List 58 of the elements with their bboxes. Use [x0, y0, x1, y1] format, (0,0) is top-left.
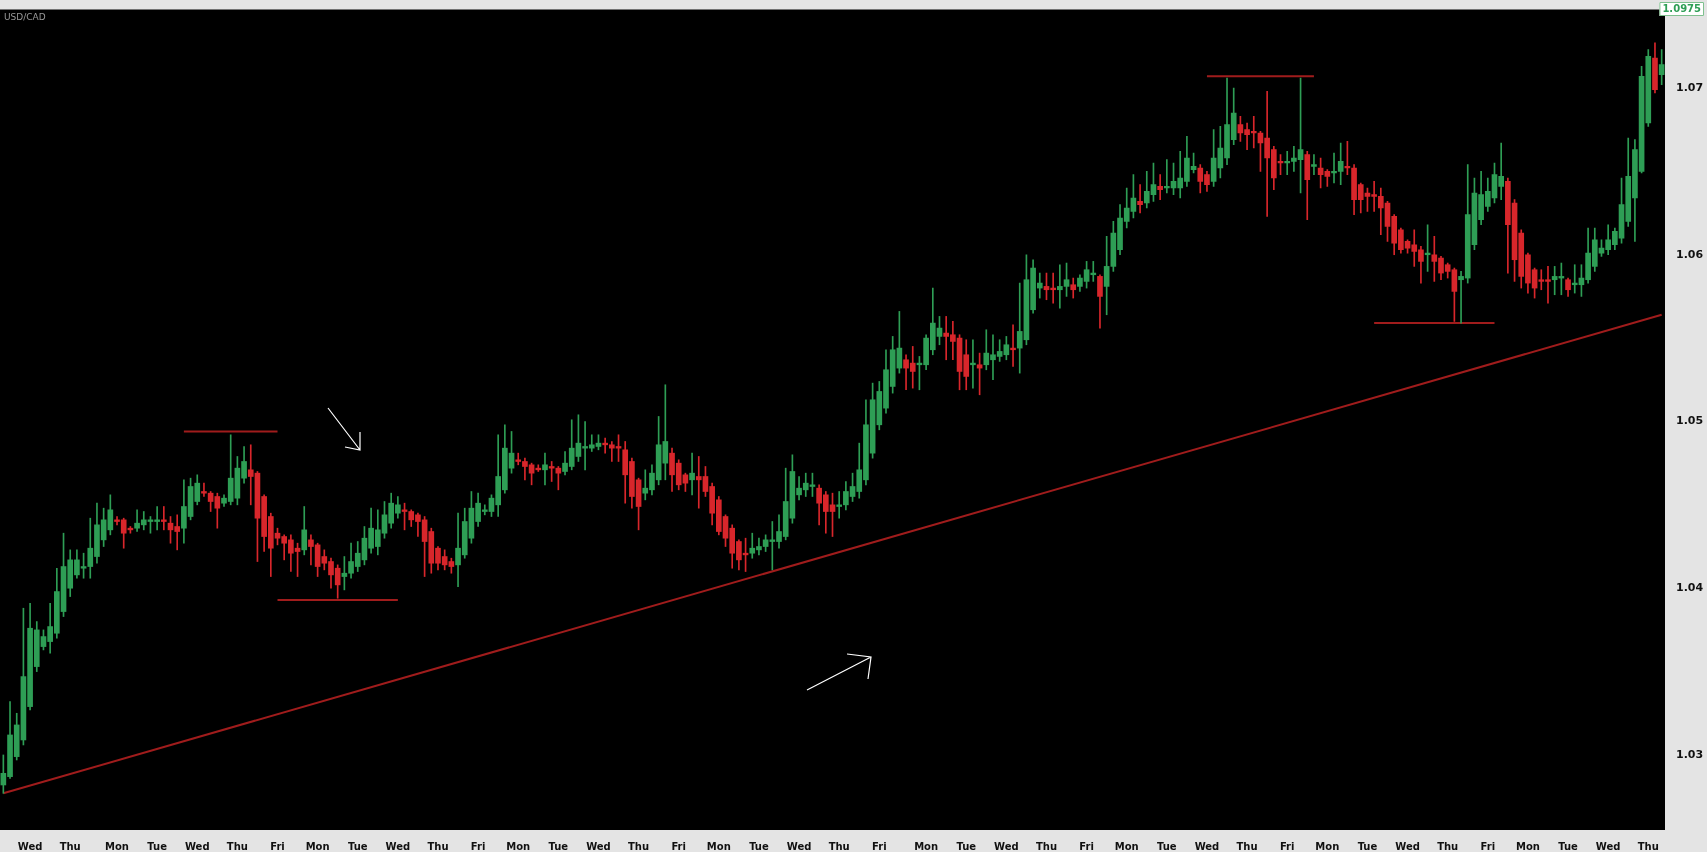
- x-tick-label: Fri: [1480, 840, 1496, 852]
- candlestick: [1311, 154, 1317, 176]
- x-tick-label: Thu: [226, 840, 248, 852]
- x-tick-label: Fri: [470, 840, 486, 852]
- y-tick-label: 1.06: [1676, 247, 1704, 261]
- x-tick-label: Fri: [1279, 840, 1295, 852]
- x-tick-label: Tue: [749, 840, 769, 852]
- x-tick-label: Wed: [17, 840, 43, 852]
- x-tick-label: Fri: [270, 840, 285, 852]
- x-tick-label: Wed: [1194, 840, 1220, 852]
- chart-title: USD/CAD: [4, 12, 46, 23]
- x-tick-label: Thu: [1236, 840, 1258, 852]
- candlestick: [201, 482, 207, 497]
- candlestick: [1010, 324, 1016, 367]
- x-tick-label: Mon: [1515, 840, 1540, 852]
- x-tick-label: Wed: [994, 840, 1019, 852]
- y-tick-label: 1.05: [1676, 414, 1704, 428]
- candlestick: [836, 491, 843, 519]
- x-tick-label: Wed: [385, 840, 411, 852]
- y-tick-label: 1.04: [1676, 581, 1704, 595]
- candlestick: [542, 452, 548, 486]
- x-tick-label: Wed: [184, 840, 210, 852]
- x-tick-label: Thu: [427, 840, 449, 852]
- x-tick-label: Tue: [147, 840, 168, 852]
- x-tick-label: Thu: [1437, 840, 1459, 852]
- x-tick-label: Tue: [347, 840, 368, 852]
- x-tick-label: Tue: [1157, 840, 1177, 852]
- x-tick-label: Mon: [1114, 840, 1139, 852]
- x-tick-label: Wed: [786, 840, 812, 852]
- x-tick-label: Thu: [828, 840, 850, 852]
- x-tick-label: Tue: [956, 840, 977, 852]
- x-tick-label: Fri: [872, 840, 887, 852]
- x-tick-label: Wed: [1395, 840, 1420, 852]
- x-tick-label: Wed: [1595, 840, 1621, 852]
- x-tick-label: Tue: [1357, 840, 1378, 852]
- x-tick-label: Thu: [1637, 840, 1659, 852]
- x-tick-label: Thu: [628, 840, 650, 852]
- x-tick-label: Mon: [105, 840, 129, 852]
- x-tick-label: Thu: [59, 840, 81, 852]
- y-tick-label: 1.03: [1676, 747, 1704, 761]
- x-tick-label: Tue: [1558, 840, 1579, 852]
- x-tick-label: Mon: [1315, 840, 1340, 852]
- y-tick-label: 1.07: [1676, 80, 1704, 94]
- x-tick-label: Mon: [506, 840, 531, 852]
- x-tick-label: Tue: [548, 840, 569, 852]
- candlestick: [1157, 174, 1163, 201]
- x-tick-label: Mon: [914, 840, 939, 852]
- x-tick-label: Fri: [671, 840, 686, 852]
- candlestick: [161, 506, 167, 531]
- x-tick-label: Wed: [586, 840, 611, 852]
- candlestick: [1137, 184, 1143, 214]
- x-tick-label: Mon: [706, 840, 731, 852]
- candlestick: [689, 452, 695, 496]
- x-tick-label: Mon: [305, 840, 330, 852]
- annotation: 1.0975: [1662, 3, 1702, 15]
- x-tick-label: Thu: [1035, 840, 1058, 852]
- x-tick-label: Fri: [1079, 840, 1094, 852]
- candlestick: [970, 339, 976, 389]
